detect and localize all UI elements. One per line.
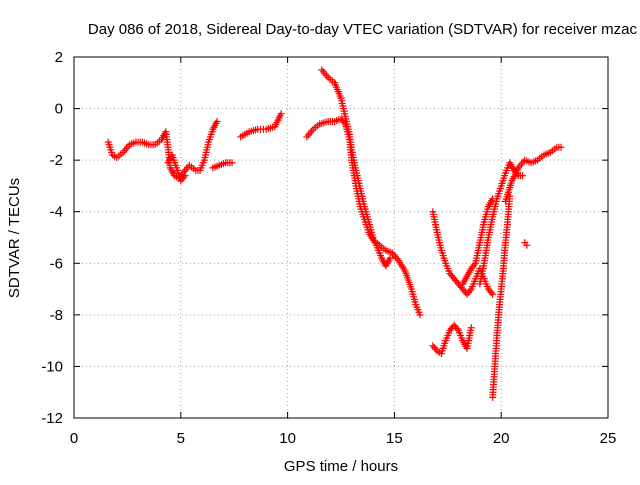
data-point-marker [180,173,188,181]
data-point-marker [213,117,221,125]
x-tick-label: 5 [177,430,185,447]
y-tick-label: 0 [55,101,63,118]
data-point-marker [416,311,424,319]
x-tick-label: 0 [70,430,78,447]
data-point-marker [466,287,474,295]
y-axis-label: SDTVAR / TECUs [6,178,23,298]
data-point-marker [470,261,478,269]
x-tick-label: 15 [386,430,403,447]
data-layer [104,66,565,401]
x-axis-label: GPS time / hours [284,458,398,475]
data-point-marker [487,289,495,297]
data-point-marker [432,345,440,353]
y-tick-label: -12 [41,410,63,427]
chart-title: Day 086 of 2018, Sidereal Day-to-day VTE… [88,21,638,38]
grid-layer [74,57,608,418]
data-point-marker [467,324,475,332]
y-tick-label: -8 [50,307,63,324]
data-point-marker [519,172,527,180]
y-tick-label: -10 [41,358,63,375]
y-tick-label: 2 [55,49,63,66]
data-point-marker [277,110,285,118]
data-point-marker [523,241,531,249]
data-point-marker [557,143,565,151]
data-point-marker [386,254,394,262]
y-tick-label: -2 [50,152,63,169]
y-tick-label: -6 [50,255,63,272]
data-point-marker [453,325,461,333]
data-point-marker [228,159,236,167]
data-point-marker [489,290,497,298]
x-tick-label: 20 [493,430,510,447]
x-tick-label: 10 [279,430,296,447]
x-tick-label: 25 [600,430,617,447]
data-point-marker [181,172,189,180]
plot-frame [73,56,609,419]
tick-layer: 0 5 10 15 20 25 -12 -10 -8 -6 -4 -2 0 2 [41,49,616,447]
y-tick-label: -4 [50,204,63,221]
